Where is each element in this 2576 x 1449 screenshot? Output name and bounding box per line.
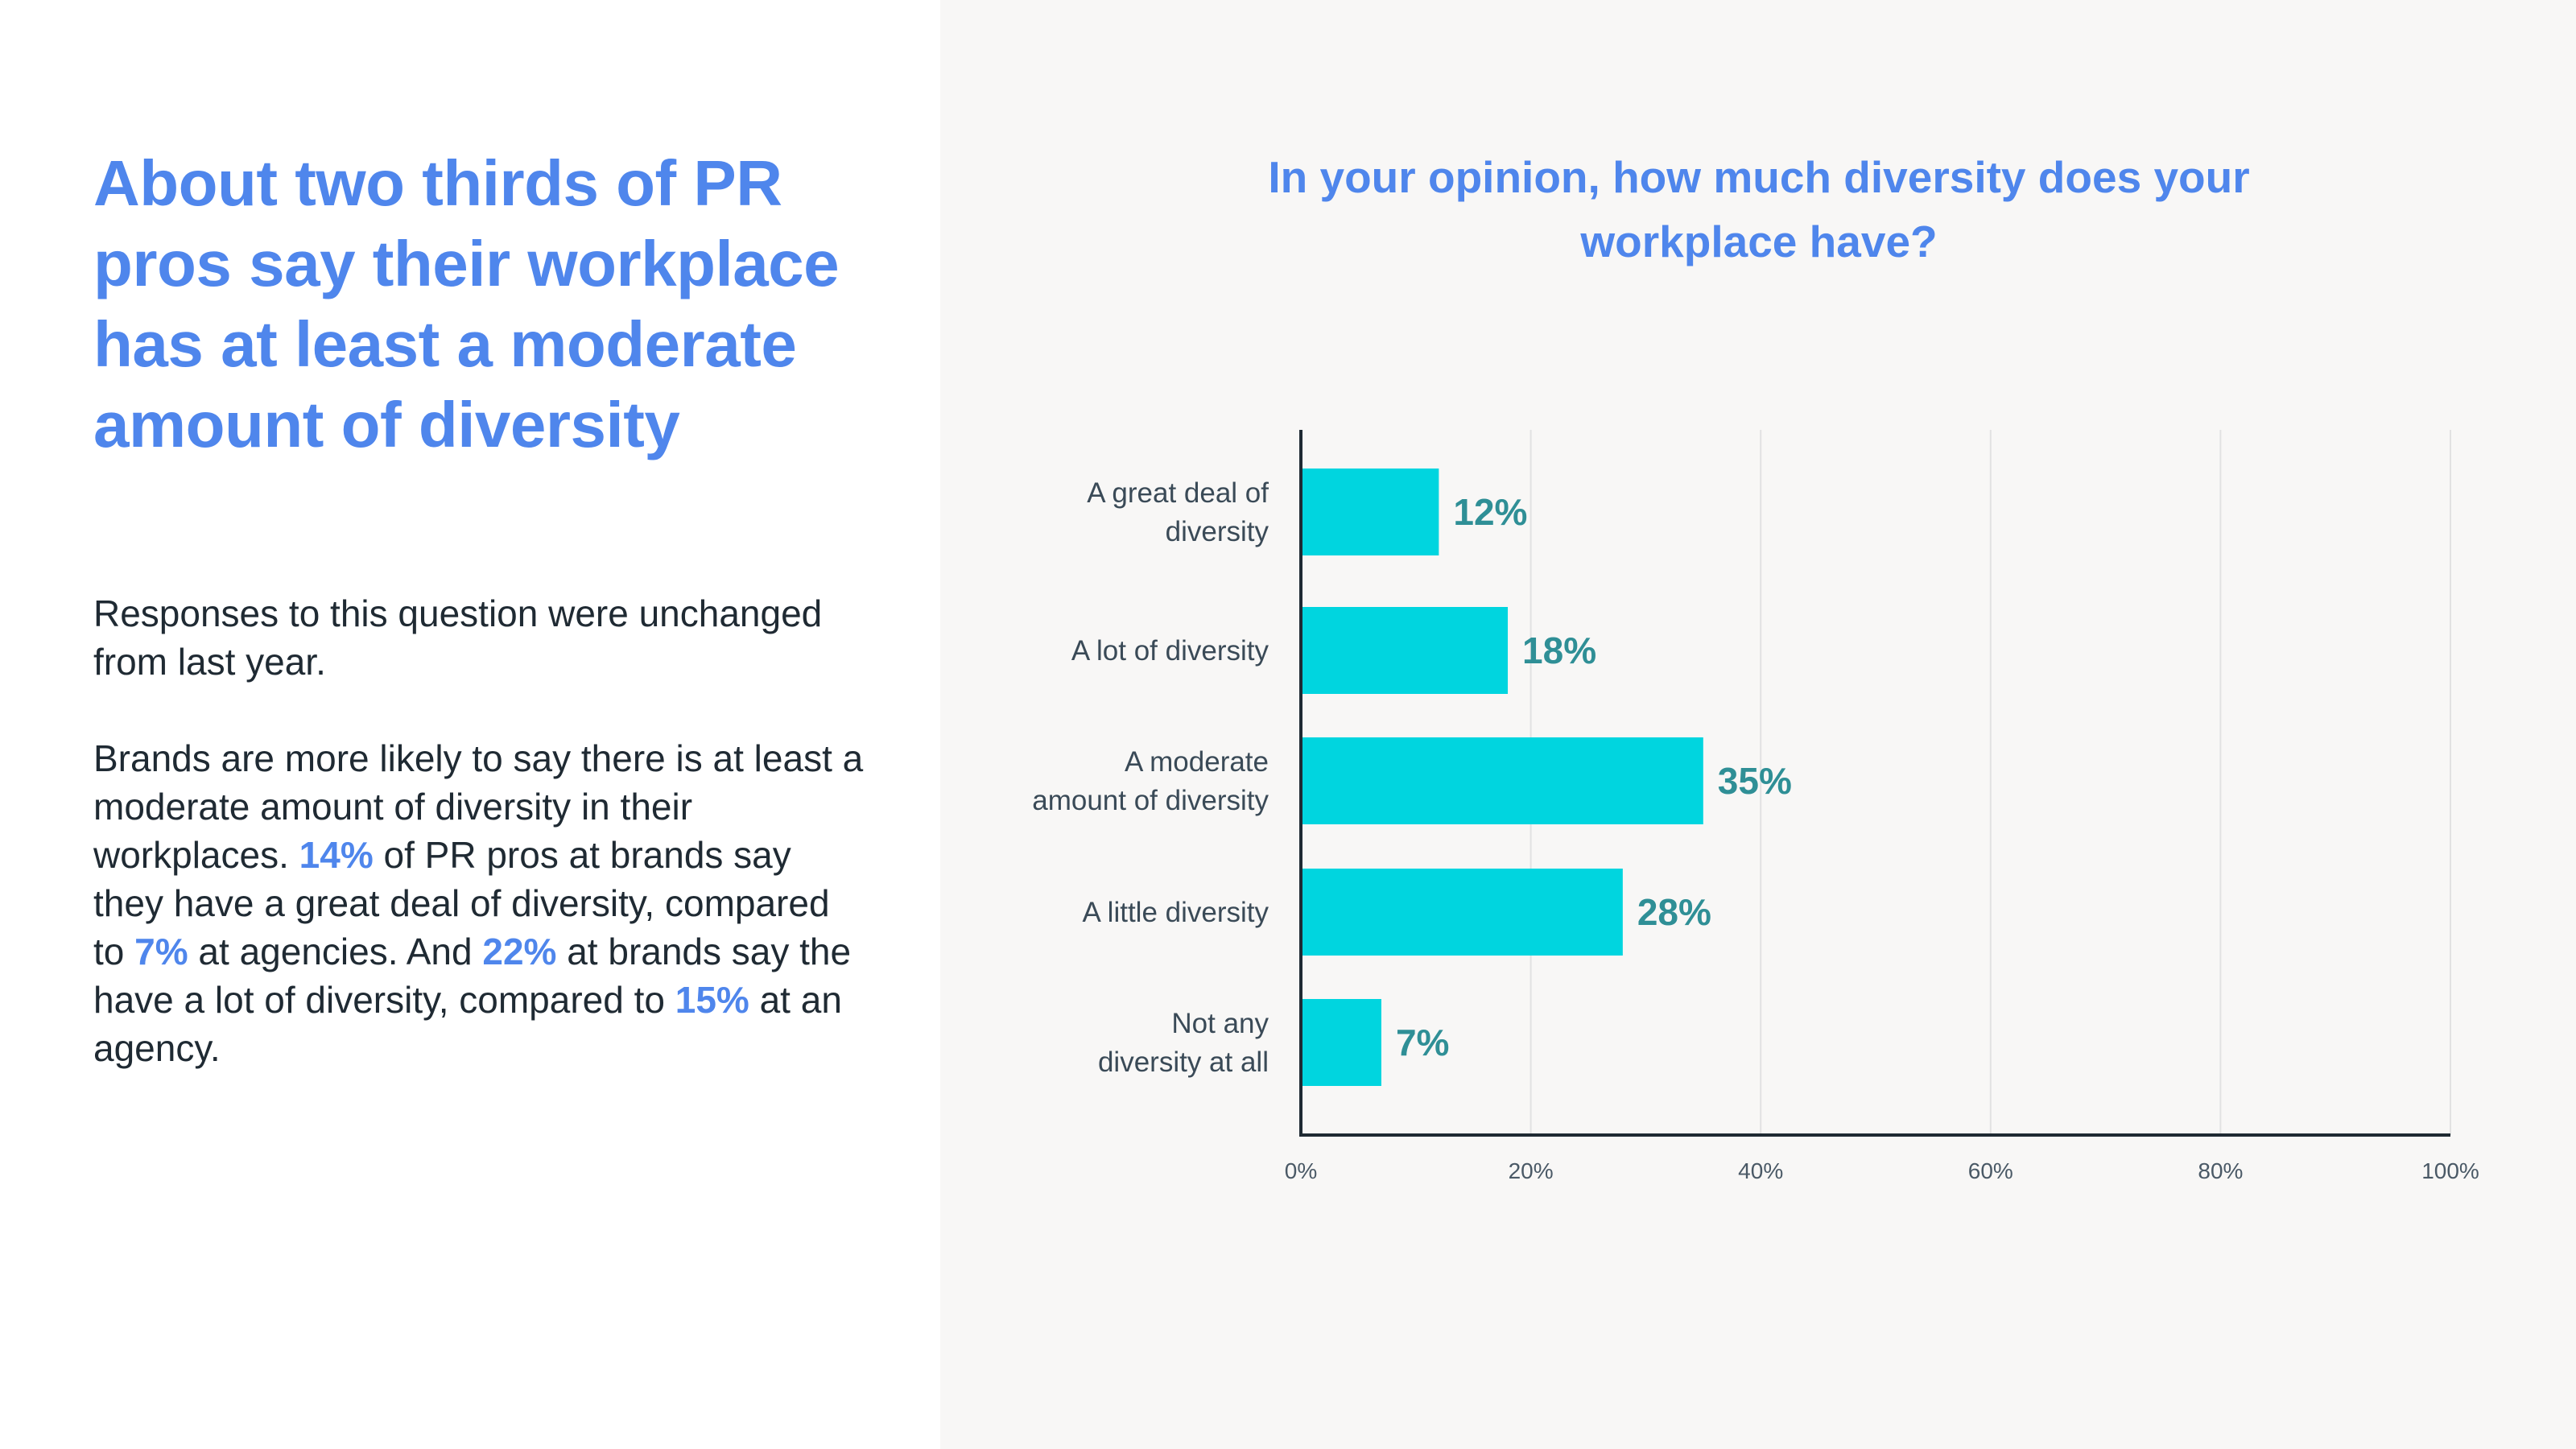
paragraph-text: of PR pros at brands say they have a gre… xyxy=(93,834,830,972)
paragraph-brands: Brands are more likely to say there is a… xyxy=(93,734,866,1072)
axes xyxy=(1299,430,2450,1137)
category-label: A moderate amount of diversity xyxy=(1032,746,1269,816)
category-label: A great deal of diversity xyxy=(1087,477,1269,547)
value-label: 12% xyxy=(1453,491,1527,533)
x-tick-label: 60% xyxy=(1968,1158,2013,1183)
paragraph-text: Brands are more likely to say there is a… xyxy=(93,737,864,876)
paragraph-unchanged: Responses to this question were unchange… xyxy=(93,592,823,683)
value-label: 7% xyxy=(1396,1022,1449,1063)
x-tick-label: 40% xyxy=(1738,1158,1783,1183)
bars xyxy=(1301,469,1703,1086)
bar xyxy=(1301,469,1439,555)
value-label: 18% xyxy=(1522,630,1596,671)
paragraph-text: at agencies. And xyxy=(188,931,483,972)
category-label: A little diversity xyxy=(1083,897,1269,928)
grid-lines xyxy=(1530,430,2451,1135)
paragraph-text: at brands say the have a lot of diversit… xyxy=(93,931,852,1021)
paragraph-text: at an agency. xyxy=(93,979,842,1069)
x-tick-label: 0% xyxy=(1285,1158,1317,1183)
left-panel: About two thirds of PR pros say their wo… xyxy=(0,0,940,1449)
category-label: A lot of diversity xyxy=(1071,635,1269,667)
x-tick-label: 20% xyxy=(1509,1158,1554,1183)
x-tick-label: 80% xyxy=(2198,1158,2243,1183)
bar xyxy=(1301,737,1703,824)
value-label: 35% xyxy=(1718,760,1792,802)
headline: About two thirds of PR pros say their wo… xyxy=(93,147,840,460)
category-label: Not any diversity at all xyxy=(1098,1008,1269,1078)
highlight-brands-great-deal: 14% xyxy=(299,834,374,876)
x-tick-label: 100% xyxy=(2421,1158,2479,1183)
highlight-agency-lot: 15% xyxy=(675,979,749,1021)
highlight-brands-lot: 22% xyxy=(482,931,557,972)
highlight-agencies-great-deal: 7% xyxy=(134,931,188,972)
right-panel xyxy=(940,0,2576,1449)
value-label: 28% xyxy=(1637,891,1711,933)
bar xyxy=(1301,607,1509,694)
chart-title: In your opinion, how much diversity does… xyxy=(1268,152,2250,266)
labels: 0% 20% 40% 60% 80% 100% 12% A great deal of dive… xyxy=(1032,477,2479,1183)
bar xyxy=(1301,999,1381,1086)
bar xyxy=(1301,869,1623,956)
